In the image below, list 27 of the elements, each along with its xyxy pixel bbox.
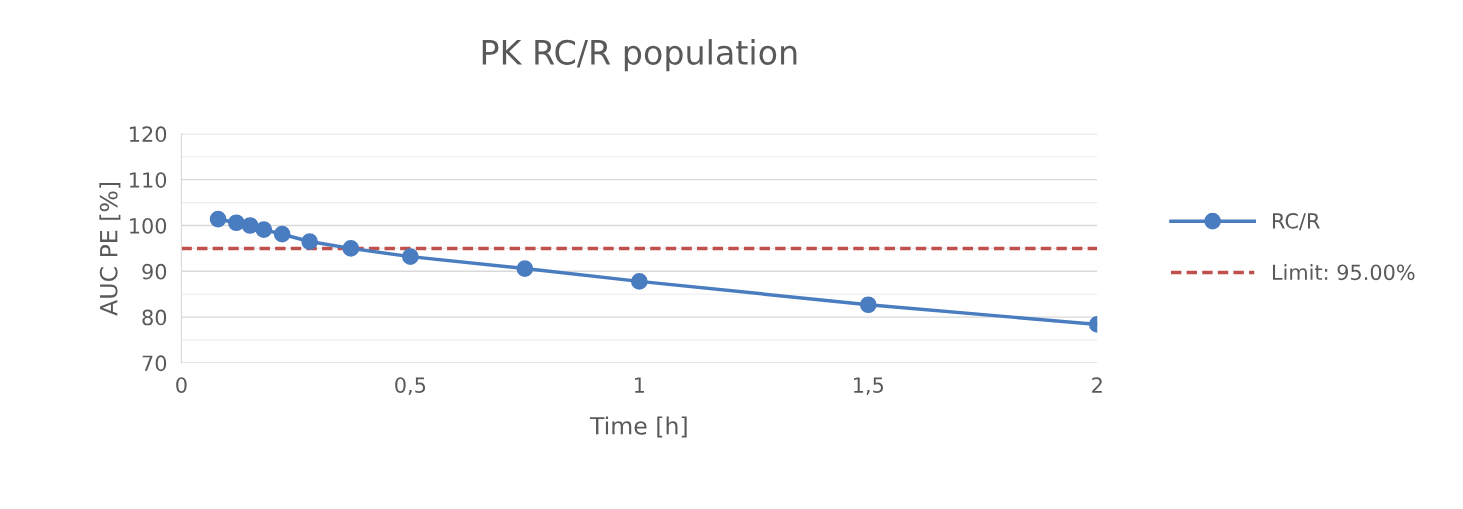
point (273, 225, 291, 243)
x-tick-label: 2 (1092, 377, 1102, 393)
chart-title: PK RC/R population (482, 39, 797, 72)
point (402, 248, 419, 265)
point (859, 296, 877, 314)
y-tick-label: 80 (142, 309, 167, 326)
point (301, 233, 318, 250)
y-tick-label: 100 (130, 217, 167, 234)
x-tick-label: 0,5 (395, 377, 426, 396)
x-tick-label: 1 (634, 377, 645, 393)
point (342, 240, 360, 257)
x-tick-label: 0 (176, 377, 187, 393)
y-tick-label: 110 (130, 172, 167, 188)
point (241, 217, 259, 234)
x-axis-title: Time [h] (589, 416, 687, 438)
point (209, 210, 227, 228)
point (255, 221, 273, 238)
legend-label: RC/R (1272, 212, 1320, 231)
point (516, 260, 534, 277)
y-tick-label: 70 (142, 355, 167, 372)
y-axis-title: AUC PE [%] (99, 182, 121, 316)
point (630, 273, 648, 290)
legend-label: Limit: 95.00% (1272, 264, 1415, 281)
x-tick-label: 1,5 (854, 377, 884, 396)
y-tick-label: 120 (130, 126, 167, 143)
y-tick-label: 90 (142, 263, 167, 280)
point (228, 214, 245, 232)
